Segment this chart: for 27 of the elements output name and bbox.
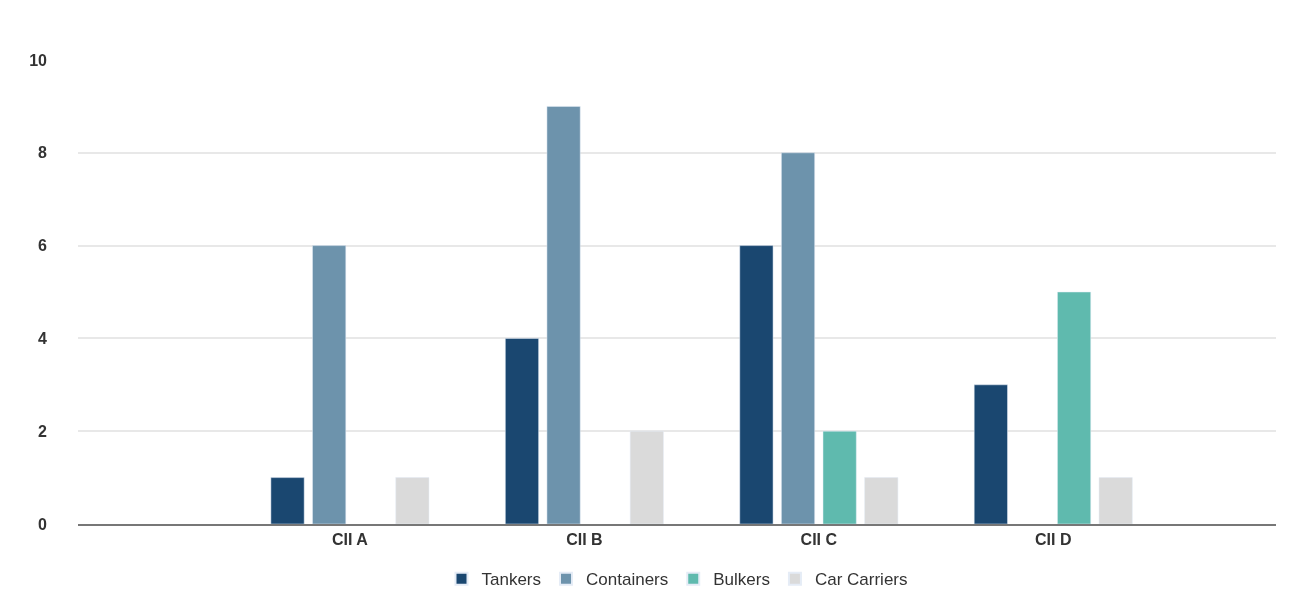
legend-label: Bulkers (713, 570, 770, 590)
legend-label: Car Carriers (814, 570, 908, 590)
bar (1057, 291, 1091, 524)
y-tick-label: 8 (38, 144, 48, 162)
x-tick-label: CII B (566, 531, 603, 549)
bar (395, 477, 430, 524)
x-tick-label: CII D (1035, 531, 1072, 549)
bar (270, 477, 305, 524)
y-tick-label: 0 (38, 515, 48, 533)
bar (546, 106, 581, 524)
bar (973, 384, 1008, 524)
bar (505, 338, 539, 524)
bar (822, 430, 857, 524)
y-tick-label: 2 (38, 422, 48, 440)
y-tick-label: 6 (38, 237, 48, 255)
bar (1098, 477, 1133, 524)
bar (629, 430, 664, 524)
bar (739, 245, 774, 524)
legend-label: Tankers (481, 570, 542, 590)
bar (864, 477, 899, 524)
bar (312, 245, 347, 524)
legend-label: Containers (586, 570, 669, 590)
y-tick-label: 4 (38, 330, 48, 347)
x-tick-label: CII C (800, 531, 838, 549)
y-tick-label: 10 (29, 51, 48, 69)
bar (781, 152, 815, 524)
x-tick-label: CII A (332, 531, 369, 549)
